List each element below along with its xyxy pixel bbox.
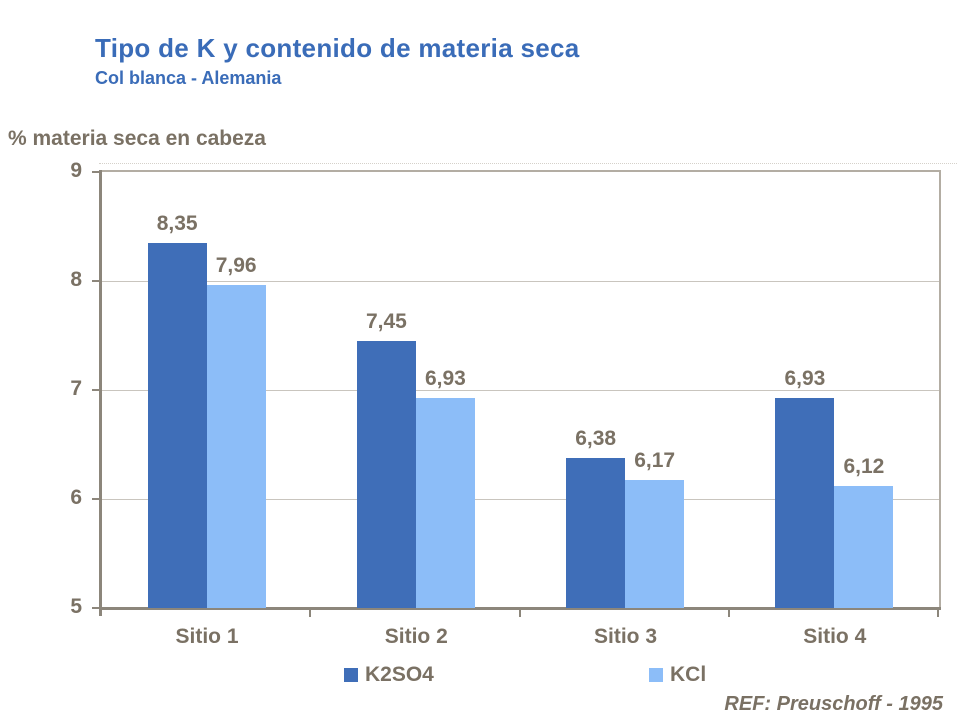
- y-axis-title: % materia seca en cabeza: [8, 127, 266, 150]
- value-label-kcl-sitio-3: 6,17: [634, 449, 676, 473]
- y-tick-5: [92, 607, 99, 609]
- legend-swatch-k2so4: [344, 668, 358, 682]
- category-label-sitio-1: Sitio 1: [175, 625, 239, 648]
- value-label-kcl-sitio-1: 7,96: [215, 254, 257, 278]
- value-label-k2so4-sitio-1: 8,35: [156, 211, 198, 235]
- legend-label-kcl: KCl: [670, 663, 707, 686]
- y-tick-label-8: 8: [70, 268, 82, 291]
- x-tick-3: [727, 610, 730, 617]
- y-tick-9: [92, 171, 99, 173]
- category-label-sitio-2: Sitio 2: [384, 625, 448, 648]
- plot-top-border: [102, 170, 941, 172]
- value-label-k2so4-sitio-4: 6,93: [784, 366, 826, 390]
- y-tick-label-6: 6: [70, 486, 82, 509]
- legend-swatch-kcl: [649, 668, 663, 682]
- y-tick-label-5: 5: [70, 595, 82, 618]
- plot-area: 8,35 7,45 6,38 6,93 7,96 6,93 6,17 6,12: [102, 172, 939, 608]
- value-label-k2so4-sitio-3: 6,38: [575, 426, 617, 450]
- category-label-sitio-4: Sitio 4: [803, 625, 867, 648]
- y-tick-label-9: 9: [70, 159, 82, 182]
- bar-kcl-sitio-4: [834, 485, 894, 608]
- gridline-7: [102, 390, 939, 391]
- value-label-k2so4-sitio-2: 7,45: [365, 309, 407, 333]
- reference-text: REF: Preuschoff - 1995: [724, 693, 943, 715]
- x-tick-4: [937, 610, 939, 617]
- y-tick-7: [92, 389, 99, 391]
- x-tick-2: [518, 610, 521, 617]
- bar-k2so4-sitio-4: [775, 397, 835, 608]
- y-tick-8: [92, 280, 99, 282]
- bar-kcl-sitio-1: [206, 285, 266, 608]
- x-axis-line: [99, 607, 941, 610]
- y-tick-6: [92, 498, 99, 500]
- chart-subtitle: Col blanca - Alemania: [95, 68, 282, 88]
- bar-k2so4-sitio-2: [356, 340, 416, 608]
- category-label-sitio-3: Sitio 3: [593, 625, 657, 648]
- y-axis-line: [99, 170, 102, 616]
- chart-title: Tipo de K y contenido de materia seca: [95, 33, 580, 63]
- bar-k2so4-sitio-1: [147, 242, 207, 608]
- value-label-kcl-sitio-4: 6,12: [843, 454, 885, 478]
- gridline-8: [102, 281, 939, 282]
- plot-right-border: [939, 170, 941, 608]
- x-tick-1: [309, 610, 312, 617]
- bar-kcl-sitio-2: [415, 397, 475, 608]
- gridline-6: [102, 499, 939, 500]
- bar-kcl-sitio-3: [625, 480, 685, 608]
- legend-item-k2so4: K2SO4: [344, 662, 434, 688]
- plot-top-dotted-line: [99, 163, 957, 164]
- bar-k2so4-sitio-3: [566, 457, 626, 608]
- legend-label-k2so4: K2SO4: [365, 663, 434, 686]
- legend-item-kcl: KCl: [649, 662, 706, 688]
- y-tick-label-7: 7: [70, 377, 82, 400]
- value-label-kcl-sitio-2: 6,93: [424, 366, 466, 390]
